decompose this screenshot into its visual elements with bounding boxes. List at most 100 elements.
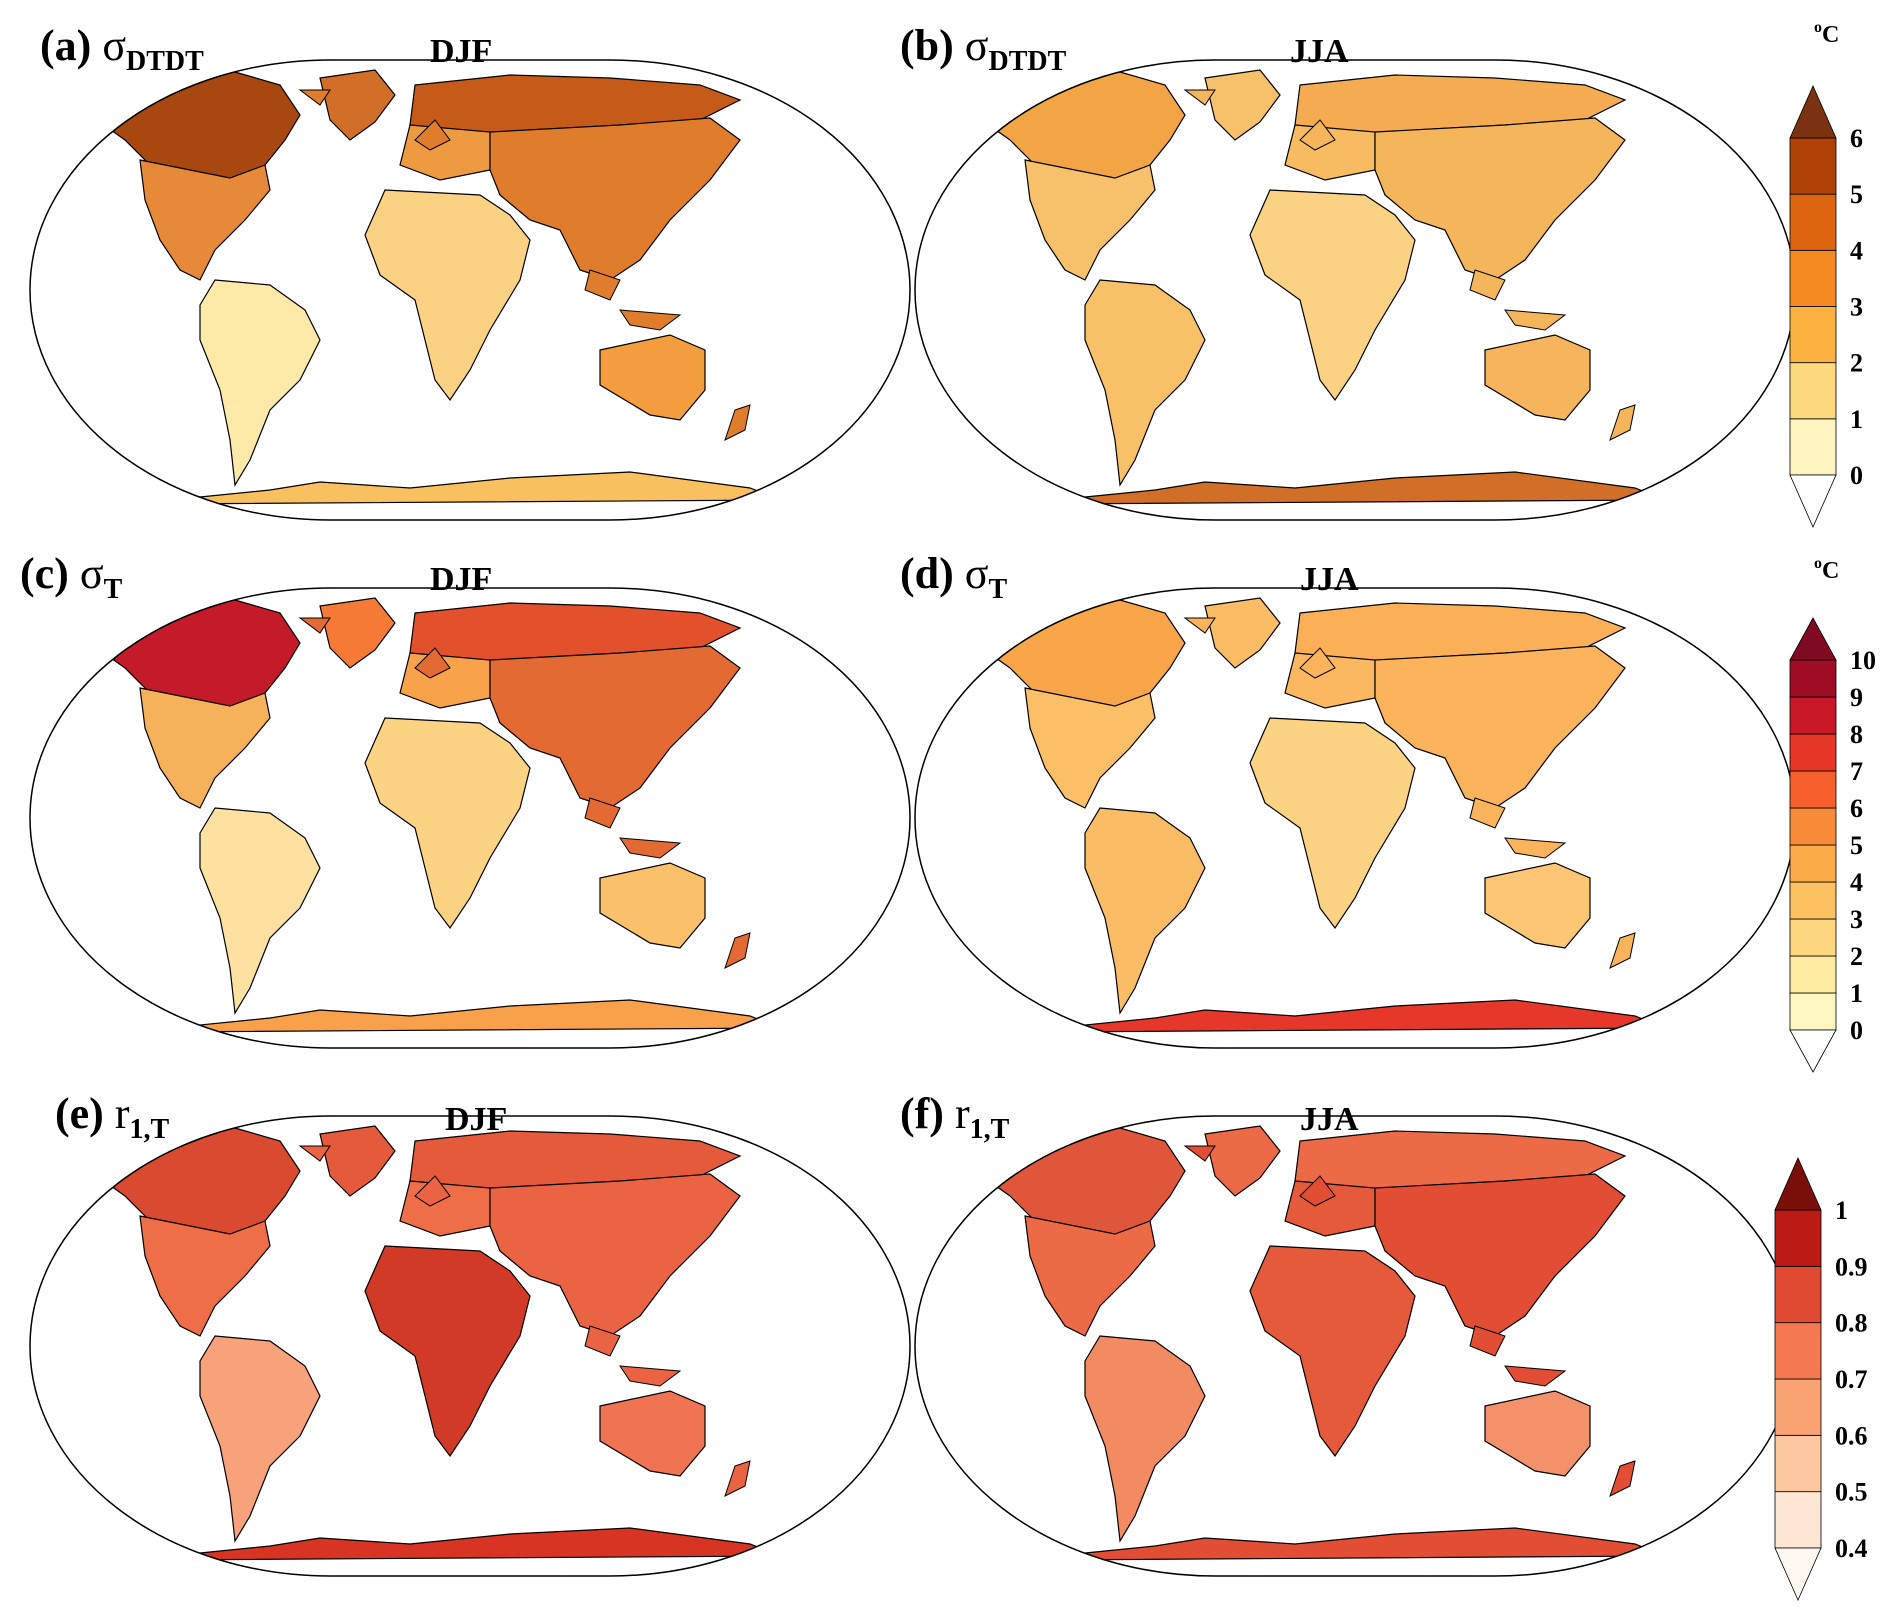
- panel-label-e: (e) r1,T: [55, 1089, 170, 1145]
- land-ant-b: [1044, 471, 1666, 505]
- island-1-b: [1299, 119, 1336, 151]
- island-0-b: [1183, 89, 1216, 106]
- island-3-b: [1504, 309, 1567, 331]
- colorbar-r1-bin-4: [1774, 1265, 1822, 1324]
- colorbar-dtdt-bin-3: [1789, 249, 1837, 307]
- colorbar-dtdt-bin-0: [1789, 418, 1837, 476]
- land-asia-e: [489, 1173, 741, 1337]
- panel-label-d: (d) σT: [900, 549, 1008, 605]
- island-4-f: [1609, 1460, 1636, 1497]
- colorbar-t-bin-8: [1789, 696, 1837, 735]
- land-na_low-c: [139, 687, 271, 809]
- land-asia-c: [489, 645, 741, 809]
- colorbar-t-tick-3: 3: [1850, 905, 1863, 934]
- island-3-a: [619, 309, 682, 331]
- island-2-a: [584, 269, 621, 301]
- land-aus-c: [599, 862, 706, 949]
- panel-label-b: (b) σDTDT: [900, 21, 1067, 77]
- colorbar-t-bin-9: [1789, 659, 1837, 698]
- colorbar-r1-tick-6: 1: [1835, 1196, 1848, 1225]
- colorbar-t-tick-4: 4: [1850, 868, 1863, 897]
- land-na_high-b: [974, 71, 1186, 183]
- colorbar-t: 0 1 2 3 4 5 6 7 8 9 10 oC: [1789, 555, 1876, 1073]
- land-gr-f: [1204, 1125, 1281, 1197]
- land-africa-b: [1249, 189, 1416, 402]
- colorbar-t-bin-0: [1789, 992, 1837, 1031]
- map-panel-f: [914, 1115, 1796, 1577]
- colorbar-t-tick-7: 7: [1850, 757, 1863, 786]
- land-africa-f: [1249, 1245, 1416, 1458]
- colorbar-dtdt-tick-2: 2: [1850, 349, 1863, 378]
- colorbar-dtdt-over-triangle: [1789, 85, 1837, 139]
- map-frame-c: [29, 587, 911, 1049]
- map-panel-c: [29, 587, 911, 1049]
- land-sa-c: [199, 807, 321, 1015]
- colorbar-t-tick-0: 0: [1850, 1016, 1863, 1045]
- land-africa-d: [1249, 717, 1416, 930]
- map-panel-d: [914, 587, 1796, 1049]
- colorbar-dtdt: 0 1 2 3 4 5 6 oC: [1789, 19, 1863, 528]
- island-1-f: [1299, 1175, 1336, 1207]
- season-label-f: JJA: [1300, 1101, 1359, 1138]
- land-gr-c: [319, 597, 396, 669]
- land-na_low-d: [1024, 687, 1156, 809]
- island-1-c: [414, 647, 451, 679]
- land-na_low-b: [1024, 159, 1156, 281]
- colorbar-r1-tick-1: 0.5: [1835, 1478, 1868, 1507]
- colorbar-t-bin-1: [1789, 955, 1837, 994]
- colorbar-r1-under-triangle: [1774, 1547, 1822, 1601]
- colorbar-t-bin-4: [1789, 844, 1837, 883]
- colorbar-dtdt-tick-0: 0: [1850, 461, 1863, 490]
- island-0-d: [1183, 617, 1216, 634]
- land-na_high-e: [89, 1127, 301, 1239]
- land-na_low-e: [139, 1215, 271, 1337]
- colorbar-t-tick-8: 8: [1850, 720, 1863, 749]
- colorbar-r1-tick-5: 0.9: [1835, 1252, 1868, 1281]
- colorbar-t-tick-2: 2: [1850, 942, 1863, 971]
- island-4-c: [724, 932, 751, 969]
- land-na_low-f: [1024, 1215, 1156, 1337]
- land-na_high-a: [89, 71, 301, 183]
- map-panel-e: [29, 1115, 911, 1577]
- island-1-d: [1299, 647, 1336, 679]
- land-asia-f: [1374, 1173, 1626, 1337]
- land-sa-f: [1084, 1335, 1206, 1543]
- island-0-a: [298, 89, 331, 106]
- panel-label-f: (f) r1,T: [900, 1089, 1010, 1145]
- colorbar-t-unit: oC: [1814, 555, 1839, 584]
- land-aus-d: [1484, 862, 1591, 949]
- island-4-d: [1609, 932, 1636, 969]
- island-4-e: [724, 1460, 751, 1497]
- island-0-e: [298, 1145, 331, 1162]
- map-land-a: [89, 69, 781, 505]
- land-africa-c: [364, 717, 531, 930]
- colorbar-dtdt-tick-5: 5: [1850, 180, 1863, 209]
- map-land-f: [974, 1125, 1666, 1561]
- colorbars-layer: 0123456oC012345678910oC0.40.50.60.70.80.…: [1774, 19, 1876, 1601]
- land-na_high-d: [974, 599, 1186, 711]
- season-label-b: JJA: [1290, 33, 1349, 70]
- island-4-b: [1609, 404, 1636, 441]
- colorbar-r1-tick-3: 0.7: [1835, 1365, 1868, 1394]
- colorbar-r1-tick-2: 0.6: [1835, 1421, 1868, 1450]
- colorbar-t-bin-2: [1789, 918, 1837, 957]
- map-land-d: [974, 597, 1666, 1033]
- land-ant-e: [159, 1527, 781, 1561]
- colorbar-dtdt-tick-3: 3: [1850, 293, 1863, 322]
- land-na_low-a: [139, 159, 271, 281]
- land-gr-e: [319, 1125, 396, 1197]
- colorbar-t-bin-7: [1789, 733, 1837, 772]
- panel-label-c: (c) σT: [20, 549, 123, 605]
- colorbar-dtdt-bin-5: [1789, 137, 1837, 195]
- colorbar-dtdt-under-triangle: [1789, 474, 1837, 528]
- island-1-a: [414, 119, 451, 151]
- colorbar-r1-bin-1: [1774, 1434, 1822, 1493]
- colorbar-t-bin-6: [1789, 770, 1837, 809]
- land-asia-a: [489, 117, 741, 281]
- island-2-c: [584, 797, 621, 829]
- colorbar-t-tick-1: 1: [1850, 979, 1863, 1008]
- land-sa-b: [1084, 279, 1206, 487]
- colorbar-dtdt-tick-6: 6: [1850, 124, 1863, 153]
- map-panel-a: [29, 59, 911, 521]
